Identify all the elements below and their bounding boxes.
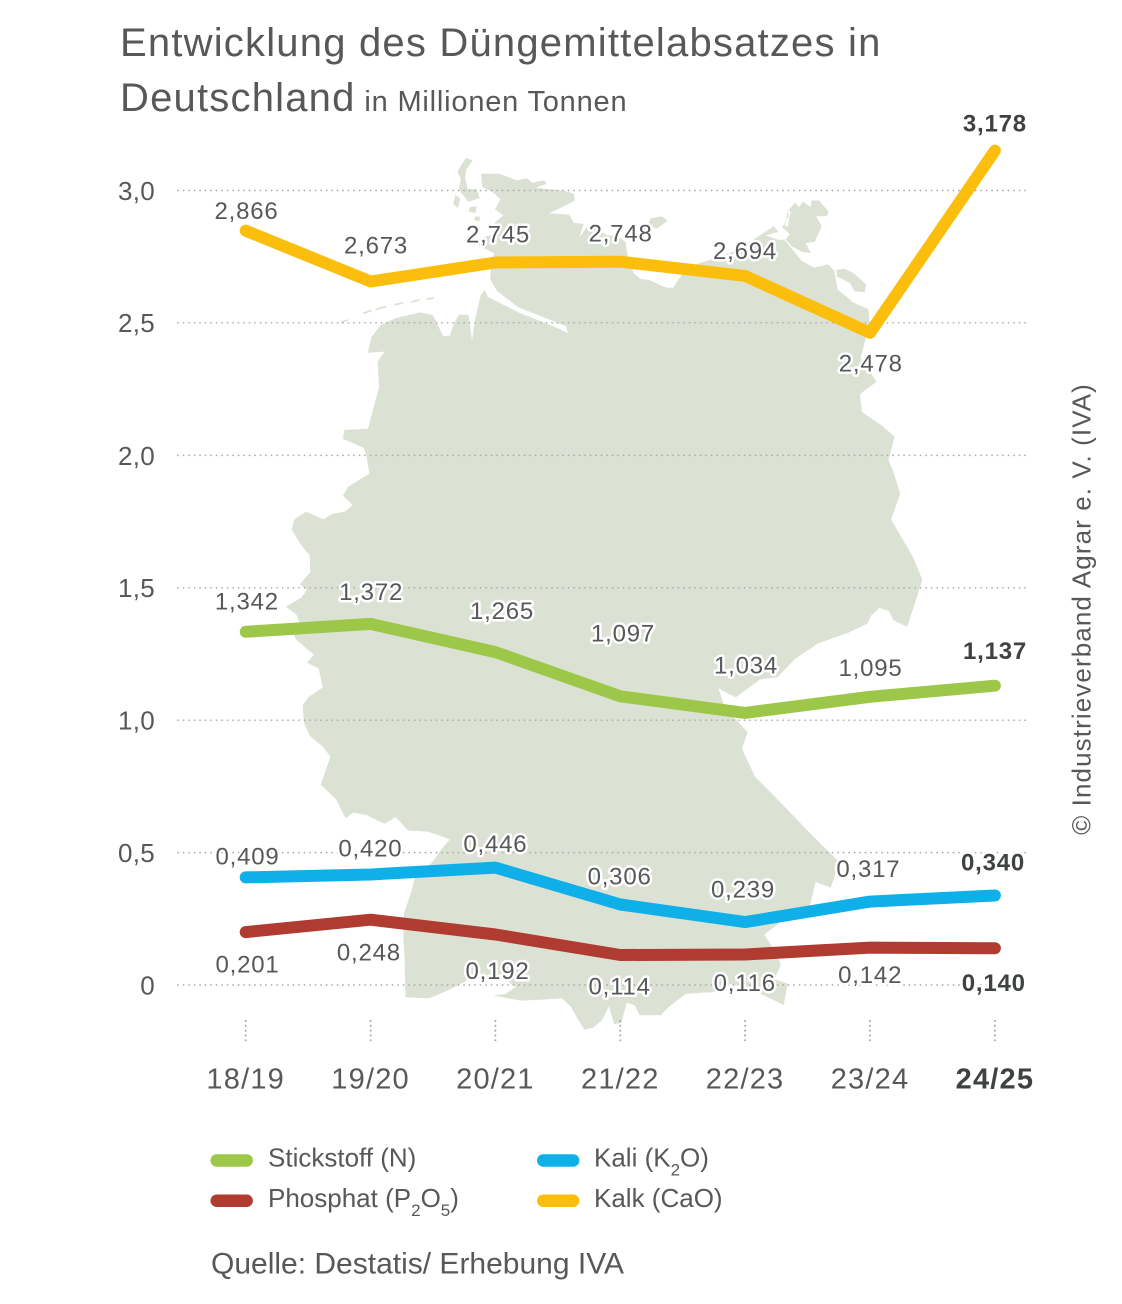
svg-text:0,317: 0,317 bbox=[836, 856, 900, 883]
svg-text:1,265: 1,265 bbox=[470, 598, 534, 625]
svg-text:1,5: 1,5 bbox=[118, 573, 155, 603]
svg-text:24/25: 24/25 bbox=[956, 1063, 1035, 1095]
svg-text:1,342: 1,342 bbox=[215, 588, 279, 615]
svg-text:18/19: 18/19 bbox=[206, 1063, 285, 1095]
svg-text:2,745: 2,745 bbox=[466, 222, 530, 249]
svg-text:2,748: 2,748 bbox=[589, 221, 653, 248]
svg-text:© Industrieverband Agrar e. V.: © Industrieverband Agrar e. V. (IVA) bbox=[1067, 383, 1097, 835]
svg-text:0,5: 0,5 bbox=[118, 838, 155, 868]
svg-text:0,446: 0,446 bbox=[463, 831, 527, 858]
svg-text:Quelle: Destatis/ Erhebung IVA: Quelle: Destatis/ Erhebung IVA bbox=[211, 1247, 624, 1280]
svg-text:21/22: 21/22 bbox=[581, 1063, 660, 1095]
svg-text:2,673: 2,673 bbox=[344, 232, 408, 259]
svg-text:2,694: 2,694 bbox=[713, 238, 777, 265]
svg-text:0,306: 0,306 bbox=[588, 864, 652, 891]
svg-text:3,178: 3,178 bbox=[963, 110, 1027, 137]
svg-text:1,372: 1,372 bbox=[339, 579, 403, 606]
svg-text:0,192: 0,192 bbox=[465, 958, 529, 985]
svg-text:20/21: 20/21 bbox=[456, 1063, 535, 1095]
svg-text:1,095: 1,095 bbox=[838, 655, 902, 682]
svg-text:0,116: 0,116 bbox=[714, 970, 776, 997]
svg-text:19/20: 19/20 bbox=[331, 1063, 410, 1095]
svg-text:22/23: 22/23 bbox=[706, 1063, 785, 1095]
svg-text:0,142: 0,142 bbox=[838, 962, 902, 989]
svg-text:0,248: 0,248 bbox=[337, 939, 401, 966]
svg-text:1,137: 1,137 bbox=[963, 638, 1027, 665]
svg-text:1,0: 1,0 bbox=[118, 706, 155, 736]
svg-text:23/24: 23/24 bbox=[831, 1063, 910, 1095]
svg-text:Stickstoff (N): Stickstoff (N) bbox=[268, 1143, 416, 1173]
svg-text:Entwicklung des Düngemittelabs: Entwicklung des Düngemittelabsatzes in bbox=[120, 21, 882, 65]
svg-text:2,866: 2,866 bbox=[214, 198, 278, 225]
svg-text:2,0: 2,0 bbox=[118, 441, 155, 471]
svg-text:0,340: 0,340 bbox=[961, 850, 1025, 877]
svg-text:1,097: 1,097 bbox=[591, 620, 655, 647]
svg-text:0,239: 0,239 bbox=[711, 876, 775, 903]
svg-text:0: 0 bbox=[140, 970, 155, 1000]
svg-text:1,034: 1,034 bbox=[714, 653, 778, 680]
svg-text:0,420: 0,420 bbox=[338, 836, 402, 863]
svg-text:2,478: 2,478 bbox=[839, 350, 903, 377]
svg-text:3,0: 3,0 bbox=[118, 176, 155, 206]
svg-text:0,114: 0,114 bbox=[588, 974, 650, 1001]
svg-text:Kalk (CaO): Kalk (CaO) bbox=[594, 1183, 723, 1213]
svg-text:2,5: 2,5 bbox=[118, 308, 155, 338]
svg-text:0,140: 0,140 bbox=[962, 970, 1026, 997]
svg-text:0,201: 0,201 bbox=[215, 951, 279, 978]
svg-text:0,409: 0,409 bbox=[215, 843, 279, 870]
